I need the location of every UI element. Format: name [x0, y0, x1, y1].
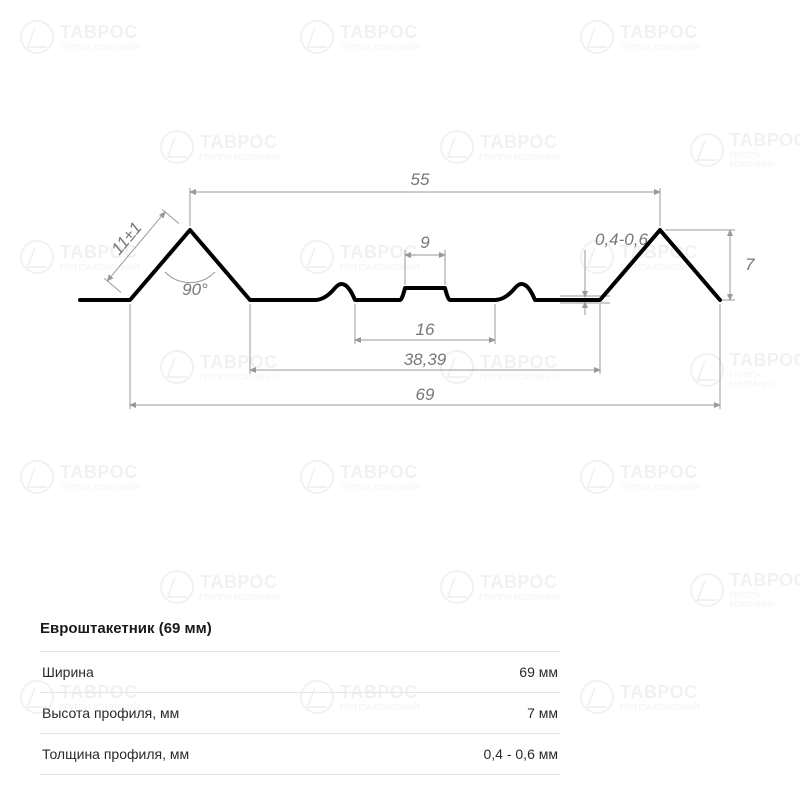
profile-diagram: 55 9 0,4-0,6 7 11±1 90° 16 38,39 69: [0, 100, 800, 420]
spec-label: Высота профиля, мм: [42, 705, 179, 721]
spec-table: Евроштакетник (69 мм) Ширина 69 мм Высот…: [40, 620, 560, 775]
spec-value: 0,4 - 0,6 мм: [483, 746, 558, 762]
dim-7: 7: [745, 255, 755, 274]
dim-thickness: 0,4-0,6: [595, 230, 648, 249]
dim-38: 38,39: [404, 350, 447, 369]
spec-value: 7 мм: [527, 705, 558, 721]
spec-row: Высота профиля, мм 7 мм: [40, 692, 560, 733]
spec-row: Толщина профиля, мм 0,4 - 0,6 мм: [40, 733, 560, 775]
spec-row: Ширина 69 мм: [40, 651, 560, 692]
dim-16: 16: [416, 320, 435, 339]
dim-9: 9: [420, 233, 430, 252]
spec-title: Евроштакетник (69 мм): [40, 620, 560, 651]
spec-label: Толщина профиля, мм: [42, 746, 189, 762]
dim-90: 90°: [182, 280, 208, 299]
dim-55: 55: [411, 170, 430, 189]
dim-11: 11±1: [108, 218, 146, 258]
dim-69: 69: [416, 385, 435, 404]
spec-value: 69 мм: [519, 664, 558, 680]
spec-label: Ширина: [42, 664, 94, 680]
